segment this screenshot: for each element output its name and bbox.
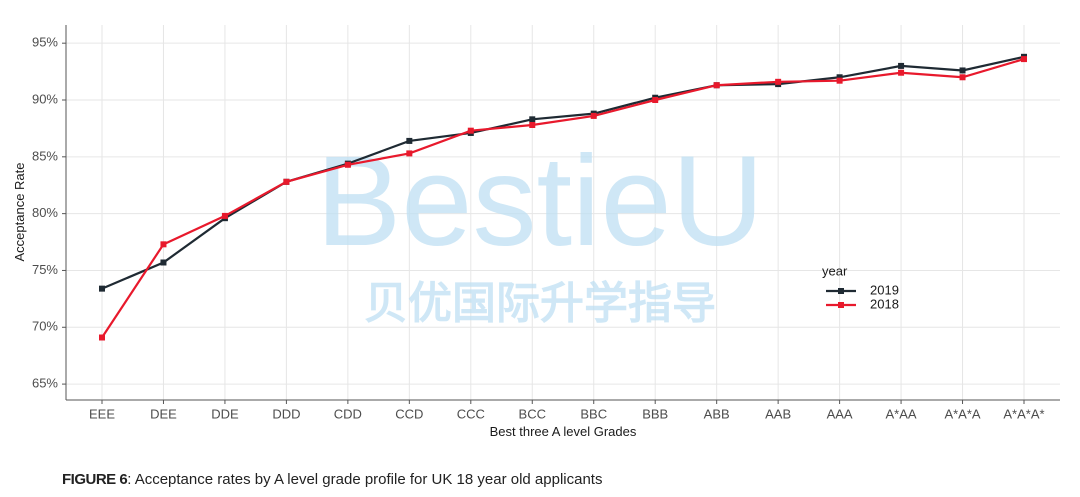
point [836, 74, 843, 81]
y-tick-label: 80% [32, 205, 58, 220]
x-tick-label: EEE [89, 406, 115, 421]
x-tick-label: DEE [150, 406, 177, 421]
chart: BestieU 贝优国际升学指导 Best three A level Grad… [12, 25, 1060, 439]
point [959, 67, 966, 74]
x-tick-label: A*A*A* [1003, 406, 1044, 421]
x-tick-label: AAB [765, 406, 791, 421]
x-tick-label: CCD [395, 406, 423, 421]
point [406, 137, 413, 144]
y-tick-label: 95% [32, 35, 58, 50]
x-tick-label: AAA [827, 406, 853, 421]
x-tick-label: BCC [519, 406, 546, 421]
point [1021, 56, 1027, 63]
point [99, 285, 105, 292]
caption-text: : Acceptance rates by A level grade prof… [127, 471, 603, 488]
point [99, 334, 105, 341]
y-tick-label: 65% [32, 376, 58, 391]
legend-title: year [822, 263, 848, 278]
point [590, 112, 597, 119]
watermark-sub: 贝优国际升学指导 [364, 279, 716, 328]
point [160, 241, 167, 248]
x-axis-title: Best three A level Grades [490, 424, 637, 439]
x-tick-label: DDE [211, 406, 239, 421]
point [529, 122, 536, 128]
y-tick-label: 70% [32, 319, 58, 334]
watermark: BestieU [316, 130, 764, 273]
point [221, 212, 228, 219]
point [283, 178, 290, 185]
legend-marker [838, 288, 844, 294]
x-tick-label: ABB [704, 406, 730, 421]
x-tick-label: A*AA [886, 406, 917, 421]
y-tick-label: 90% [32, 91, 58, 106]
legend-label: 2018 [870, 296, 899, 311]
x-tick-label: DDD [272, 406, 300, 421]
legend-marker [838, 302, 844, 308]
x-tick-label: BBC [580, 406, 607, 421]
point [959, 74, 966, 81]
point [344, 161, 351, 168]
point [898, 62, 905, 69]
point [467, 127, 474, 134]
caption: FIGURE 6: Acceptance rates by A level gr… [62, 471, 602, 488]
y-axis-title: Acceptance Rate [12, 162, 27, 261]
caption-label: FIGURE 6 [62, 471, 128, 488]
point [406, 150, 413, 157]
y-tick-label: 75% [32, 262, 58, 277]
point [713, 82, 720, 89]
point [652, 97, 659, 103]
point [529, 116, 536, 123]
x-tick-label: CCC [457, 406, 485, 421]
point [836, 77, 843, 84]
x-tick-label: BBB [642, 406, 668, 421]
legend-label: 2019 [870, 282, 899, 297]
point [898, 69, 905, 76]
series-line [101, 58, 1025, 339]
x-tick-label: CDD [334, 406, 362, 421]
x-tick-label: A*A*A [944, 406, 980, 421]
point [160, 259, 167, 266]
point [775, 78, 782, 85]
y-tick-label: 85% [32, 148, 58, 163]
grid [66, 25, 1060, 400]
